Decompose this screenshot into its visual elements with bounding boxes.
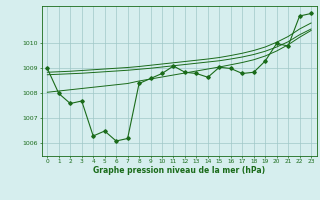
X-axis label: Graphe pression niveau de la mer (hPa): Graphe pression niveau de la mer (hPa)	[93, 166, 265, 175]
